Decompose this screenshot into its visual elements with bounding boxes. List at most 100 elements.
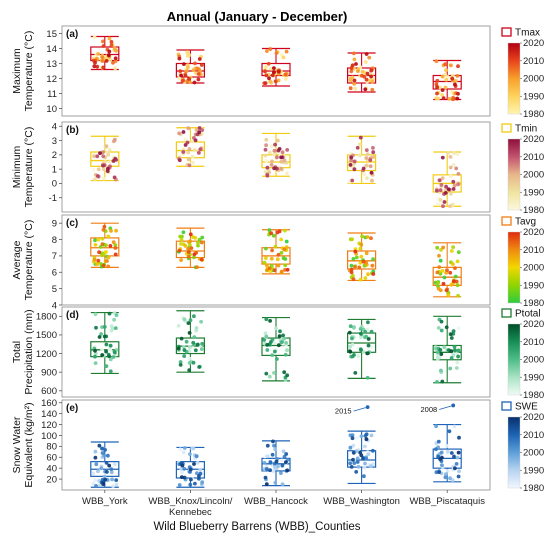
colorbar-tick-label: 1990 bbox=[523, 187, 544, 198]
year-point bbox=[456, 182, 460, 187]
year-point bbox=[263, 475, 268, 480]
year-point bbox=[101, 44, 106, 48]
y-axis-label: AverageTemperature (°C) bbox=[11, 220, 35, 301]
box-tmin-4 bbox=[432, 151, 462, 209]
year-point bbox=[456, 450, 461, 455]
year-point bbox=[191, 446, 196, 451]
year-point bbox=[265, 454, 270, 459]
year-point bbox=[193, 138, 198, 143]
year-point bbox=[178, 447, 183, 452]
year-point bbox=[455, 259, 460, 264]
y-axis-label: Snow WaterEquivalent (kg/m²) bbox=[11, 402, 35, 487]
year-point bbox=[452, 454, 456, 459]
year-point bbox=[179, 336, 184, 341]
year-point bbox=[434, 447, 438, 452]
year-point bbox=[111, 484, 115, 488]
year-point bbox=[355, 435, 359, 440]
year-point bbox=[100, 353, 105, 357]
year-point bbox=[114, 478, 119, 482]
year-point bbox=[435, 202, 440, 207]
year-point bbox=[435, 188, 439, 193]
year-point bbox=[366, 272, 370, 277]
year-point bbox=[367, 55, 372, 60]
year-point bbox=[106, 264, 111, 269]
year-point bbox=[363, 444, 367, 449]
year-point bbox=[435, 350, 440, 355]
year-point bbox=[349, 267, 354, 272]
year-point bbox=[361, 259, 366, 264]
year-point bbox=[277, 147, 282, 151]
year-point bbox=[267, 266, 272, 271]
colorbar-tick-label: 2020 bbox=[523, 227, 544, 238]
year-point bbox=[182, 317, 187, 321]
year-point bbox=[197, 365, 202, 369]
category-label: WBB_Piscataquis bbox=[409, 496, 485, 507]
colorbar-tick-label: 1980 bbox=[523, 483, 544, 494]
year-point bbox=[274, 459, 279, 464]
year-point bbox=[106, 166, 110, 171]
year-point bbox=[111, 240, 116, 245]
year-point bbox=[371, 257, 375, 262]
year-point bbox=[97, 335, 102, 339]
year-point bbox=[364, 432, 369, 437]
colorbar-tick-label: 2010 bbox=[523, 56, 544, 67]
colorbar-tick-label: 1980 bbox=[523, 390, 544, 401]
year-point bbox=[181, 450, 186, 455]
year-point bbox=[94, 484, 98, 488]
year-point bbox=[364, 251, 369, 256]
year-point bbox=[350, 436, 355, 441]
year-point bbox=[187, 77, 191, 81]
year-point bbox=[455, 455, 460, 460]
year-point bbox=[100, 347, 104, 352]
year-point bbox=[114, 228, 118, 233]
year-point bbox=[446, 187, 451, 192]
year-point bbox=[94, 462, 99, 467]
year-point bbox=[359, 348, 363, 352]
year-point bbox=[435, 270, 440, 275]
year-point bbox=[442, 345, 447, 350]
year-point bbox=[444, 325, 449, 330]
year-point bbox=[277, 334, 282, 338]
year-point bbox=[191, 340, 196, 345]
year-point bbox=[444, 68, 448, 73]
legend-swatch bbox=[501, 308, 512, 318]
panel-tmax: 10 11 12 13 14 15 MaximumTemperature (°C) (a) Tm… bbox=[11, 25, 544, 120]
year-point bbox=[451, 353, 456, 357]
year-point bbox=[267, 228, 272, 233]
year-point bbox=[192, 314, 196, 319]
y-tick-label: 160 bbox=[41, 398, 57, 409]
box-swe-3 bbox=[347, 430, 377, 485]
year-point bbox=[352, 78, 357, 83]
year-point bbox=[264, 263, 269, 268]
year-point bbox=[444, 77, 449, 82]
year-point bbox=[355, 456, 360, 461]
box-tmin-0 bbox=[90, 135, 120, 182]
year-point bbox=[448, 155, 453, 159]
box-tmax-3 bbox=[347, 51, 377, 93]
year-point bbox=[371, 272, 376, 276]
y-tick-label: 11 bbox=[47, 89, 57, 100]
year-point bbox=[357, 265, 362, 270]
year-point bbox=[350, 336, 354, 341]
year-point bbox=[352, 167, 357, 172]
year-point bbox=[272, 148, 277, 153]
panel-label: (a) bbox=[66, 29, 78, 40]
year-point bbox=[282, 370, 287, 375]
year-point bbox=[352, 461, 357, 465]
year-point bbox=[262, 260, 267, 265]
year-point bbox=[439, 450, 444, 455]
y-tick-label: 900 bbox=[41, 367, 57, 378]
year-point bbox=[191, 360, 196, 365]
year-point bbox=[112, 350, 117, 355]
year-point bbox=[176, 346, 181, 351]
year-point bbox=[369, 329, 374, 334]
year-point bbox=[192, 255, 196, 260]
iqr-box bbox=[347, 450, 377, 468]
box-tavg-1 bbox=[175, 227, 205, 270]
year-point bbox=[284, 49, 289, 54]
year-point bbox=[109, 229, 113, 233]
y-tick-label: 3 bbox=[52, 136, 57, 147]
year-point bbox=[264, 65, 268, 69]
year-point bbox=[348, 445, 353, 450]
year-point bbox=[280, 150, 285, 155]
